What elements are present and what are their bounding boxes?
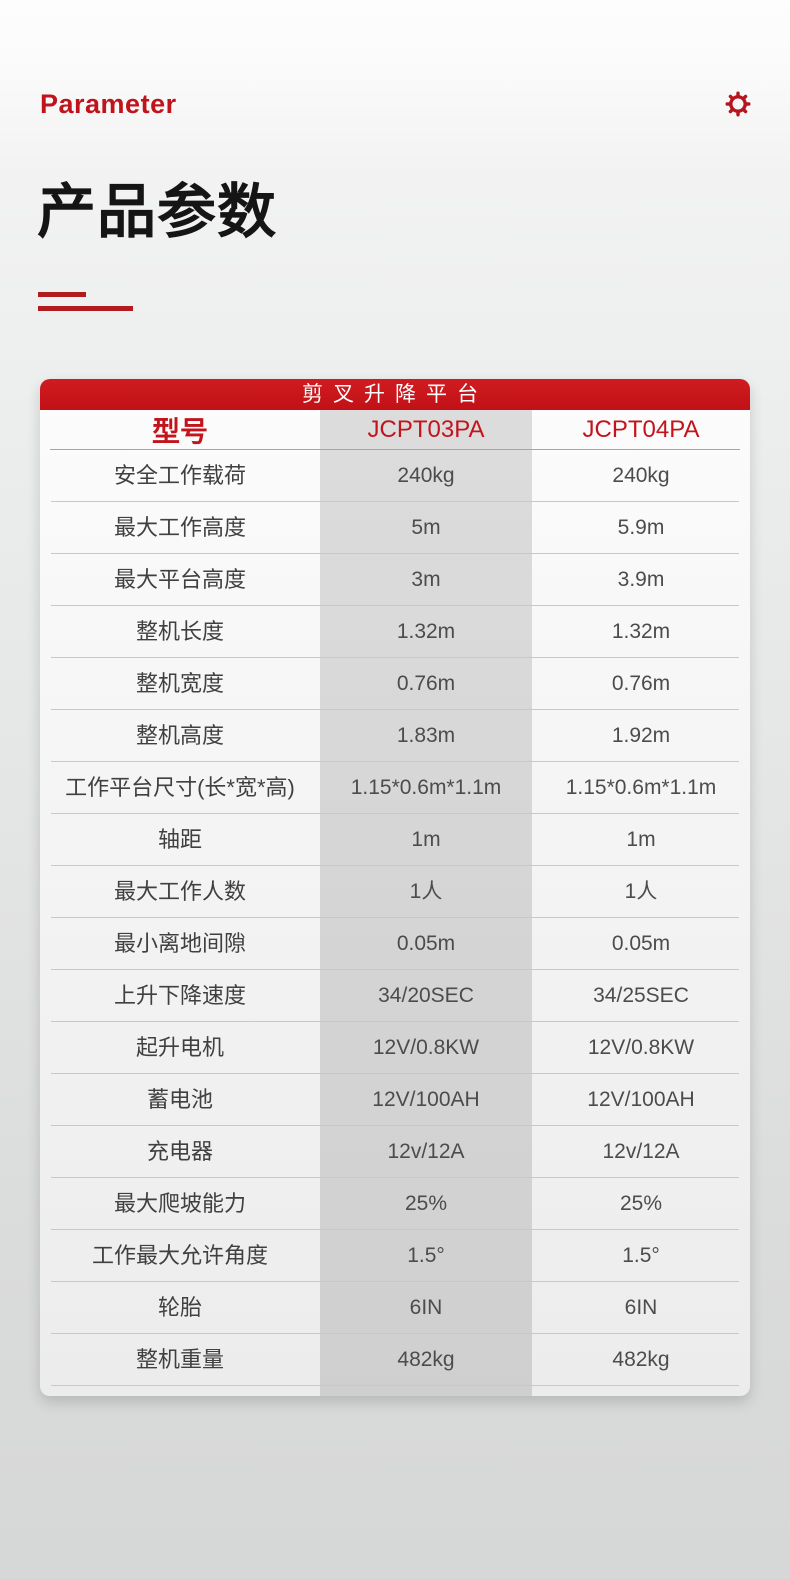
table-row: 工作平台尺寸(长*宽*高) 1.15*0.6m*1.1m 1.15*0.6m*1… <box>40 762 750 814</box>
spec-value-jcpt03pa: 482kg <box>397 1347 455 1371</box>
highlight-column-band <box>320 410 532 1396</box>
spec-value-jcpt04pa: 1m <box>626 827 656 851</box>
spec-value-jcpt03pa: 1.32m <box>396 619 456 643</box>
spec-value-jcpt04pa: 12V/100AH <box>587 1087 695 1111</box>
table-row: 上升下降速度 34/20SEC 34/25SEC <box>40 970 750 1022</box>
spec-value-jcpt03pa: 1m <box>411 827 441 851</box>
spec-label: 整机重量 <box>135 1347 224 1373</box>
spec-value-jcpt03pa: 12v/12A <box>387 1139 465 1163</box>
spec-value-jcpt04pa: 1人 <box>624 879 658 903</box>
page-title: 产品参数 <box>37 179 278 245</box>
spec-value-jcpt03pa: 12V/100AH <box>372 1087 480 1111</box>
table-row: 最大爬坡能力 25% 25% <box>40 1178 750 1230</box>
spec-value-jcpt04pa: 5.9m <box>617 515 665 539</box>
spec-value-jcpt03pa: 1.5° <box>407 1243 445 1267</box>
spec-value-jcpt03pa: 6IN <box>409 1295 443 1319</box>
table-row: 轴距 1m 1m <box>40 814 750 866</box>
spec-label: 整机长度 <box>135 619 224 645</box>
table-row: 轮胎 6IN 6IN <box>40 1282 750 1334</box>
spec-value-jcpt04pa: 1.5° <box>622 1243 660 1267</box>
spec-label: 充电器 <box>146 1139 213 1165</box>
spec-value-jcpt04pa: 3.9m <box>617 567 665 591</box>
spec-label: 蓄电池 <box>146 1087 213 1113</box>
table-row: 工作最大允许角度 1.5° 1.5° <box>40 1230 750 1282</box>
spec-value-jcpt04pa: 34/25SEC <box>593 983 689 1007</box>
column-header-model: 型号 <box>151 416 208 447</box>
spec-label: 整机高度 <box>135 723 224 749</box>
spec-value-jcpt04pa: 0.05m <box>611 931 671 955</box>
spec-value-jcpt03pa: 0.05m <box>396 931 456 955</box>
spec-value-jcpt04pa: 1.92m <box>611 723 671 747</box>
table-title: 剪叉升降平台 <box>40 379 750 410</box>
table-row: 充电器 12v/12A 12v/12A <box>40 1126 750 1178</box>
table-row: 整机重量 482kg 482kg <box>40 1334 750 1386</box>
spec-value-jcpt03pa: 1.15*0.6m*1.1m <box>350 775 502 799</box>
table-row: 起升电机 12V/0.8KW 12V/0.8KW <box>40 1022 750 1074</box>
spec-label: 工作最大允许角度 <box>91 1243 268 1269</box>
table-row: 整机高度 1.83m 1.92m <box>40 710 750 762</box>
spec-label: 工作平台尺寸(长*宽*高) <box>65 775 295 801</box>
column-header-jcpt04pa: JCPT04PA <box>582 416 700 443</box>
spec-value-jcpt04pa: 6IN <box>624 1295 658 1319</box>
spec-label: 最大工作高度 <box>113 515 246 541</box>
spec-value-jcpt04pa: 12v/12A <box>602 1139 680 1163</box>
table-row: 整机宽度 0.76m 0.76m <box>40 658 750 710</box>
table-row: 最大平台高度 3m 3.9m <box>40 554 750 606</box>
spec-label: 整机宽度 <box>135 671 224 697</box>
spec-value-jcpt04pa: 240kg <box>612 463 670 487</box>
spec-label: 最大爬坡能力 <box>113 1191 246 1217</box>
spec-rows: 安全工作载荷 240kg 240kg 最大工作高度 5m 5.9m 最大平台高度… <box>40 450 750 1386</box>
column-header-jcpt03pa: JCPT03PA <box>367 416 485 443</box>
spec-label: 最小离地间隙 <box>113 931 246 957</box>
spec-value-jcpt04pa: 0.76m <box>611 671 671 695</box>
table-header-row: 型号 JCPT03PA JCPT04PA <box>40 410 750 450</box>
table-row: 最大工作高度 5m 5.9m <box>40 502 750 554</box>
title-underline-short <box>38 292 86 297</box>
spec-label: 起升电机 <box>135 1035 224 1061</box>
table-row: 安全工作载荷 240kg 240kg <box>40 450 750 502</box>
title-underline-long <box>38 306 133 311</box>
spec-label: 轮胎 <box>157 1295 202 1321</box>
table-row: 最小离地间隙 0.05m 0.05m <box>40 918 750 970</box>
table-row: 最大工作人数 1人 1人 <box>40 866 750 918</box>
spec-value-jcpt04pa: 12V/0.8KW <box>587 1035 695 1059</box>
gear-icon <box>725 91 751 117</box>
spec-value-jcpt04pa: 1.15*0.6m*1.1m <box>565 775 717 799</box>
spec-label: 安全工作载荷 <box>113 463 246 489</box>
spec-value-jcpt03pa: 0.76m <box>396 671 456 695</box>
spec-label: 最大工作人数 <box>113 879 246 905</box>
spec-value-jcpt04pa: 482kg <box>612 1347 670 1371</box>
spec-value-jcpt03pa: 34/20SEC <box>378 983 474 1007</box>
spec-table-card: 剪叉升降平台 型号 JCPT03PA JCPT04PA 安全工作载荷 240kg… <box>40 379 750 1396</box>
section-eyebrow: Parameter <box>40 89 177 119</box>
spec-label: 轴距 <box>157 827 202 853</box>
spec-value-jcpt03pa: 5m <box>411 515 441 539</box>
spec-label: 上升下降速度 <box>113 983 246 1009</box>
spec-value-jcpt04pa: 1.32m <box>611 619 671 643</box>
spec-value-jcpt03pa: 240kg <box>397 463 455 487</box>
spec-value-jcpt04pa: 25% <box>619 1191 663 1215</box>
spec-value-jcpt03pa: 3m <box>411 567 441 591</box>
table-row: 蓄电池 12V/100AH 12V/100AH <box>40 1074 750 1126</box>
table-row: 整机长度 1.32m 1.32m <box>40 606 750 658</box>
spec-value-jcpt03pa: 25% <box>404 1191 448 1215</box>
spec-value-jcpt03pa: 12V/0.8KW <box>372 1035 480 1059</box>
spec-value-jcpt03pa: 1.83m <box>396 723 456 747</box>
spec-value-jcpt03pa: 1人 <box>409 879 443 903</box>
spec-label: 最大平台高度 <box>113 567 246 593</box>
